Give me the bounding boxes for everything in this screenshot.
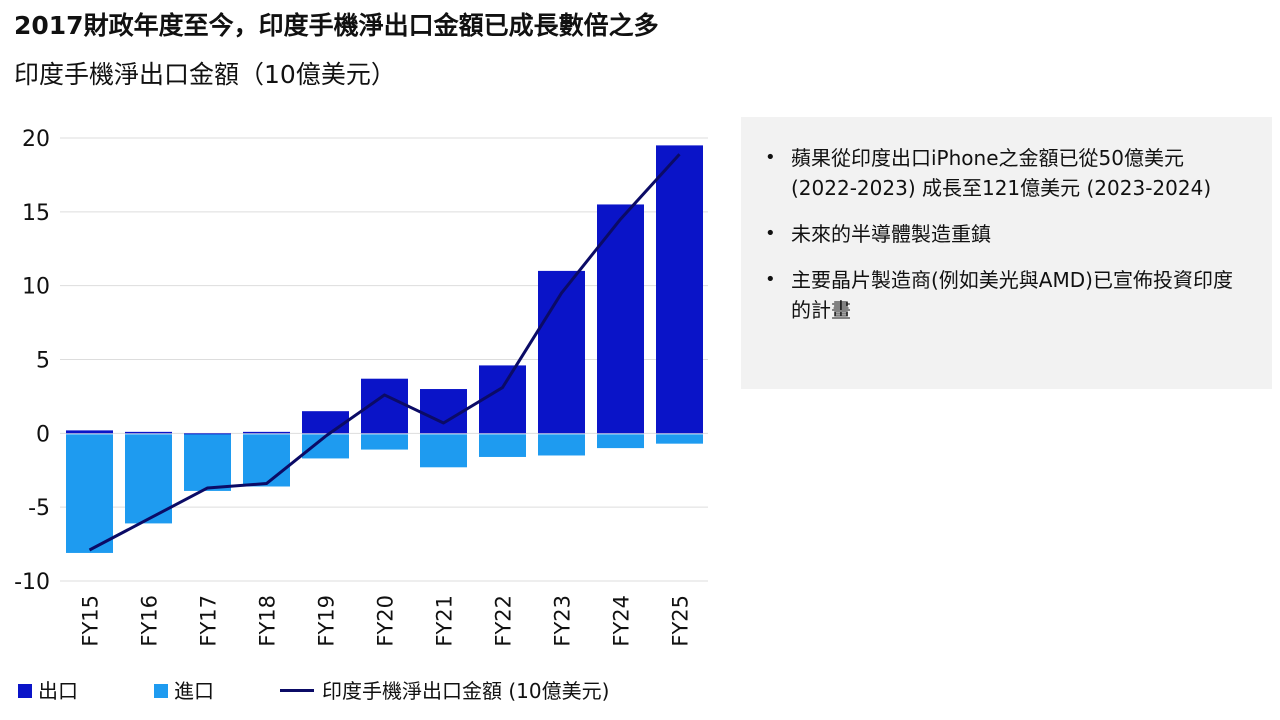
note-item-semiconductor: 未來的半導體製造重鎮 — [763, 219, 1243, 249]
import-bar — [361, 434, 408, 450]
chart-subtitle: 印度手機淨出口金額（10億美元） — [14, 60, 396, 89]
y-tick-label: 20 — [22, 127, 50, 152]
y-tick-label: -5 — [28, 496, 50, 521]
import-bar — [184, 434, 231, 491]
import-bar — [597, 434, 644, 449]
page-title: 2017財政年度至今，印度手機淨出口金額已成長數倍之多 — [14, 11, 659, 40]
y-tick-label: 15 — [22, 201, 50, 226]
x-tick-label: FY18 — [256, 595, 280, 647]
y-tick-label: -10 — [14, 570, 50, 595]
export-bar — [125, 431, 172, 434]
x-tick-label: FY16 — [138, 595, 162, 647]
export-bar — [66, 430, 113, 434]
x-tick-label: FY25 — [669, 595, 693, 647]
legend-net-swatch — [280, 689, 314, 692]
import-bar — [125, 434, 172, 524]
x-tick-label: FY21 — [433, 595, 457, 647]
note-item-chipmakers: 主要晶片製造商(例如美光與AMD)已宣佈投資印度的計畫 — [763, 265, 1243, 325]
x-tick-label: FY19 — [315, 595, 339, 647]
import-bar — [302, 434, 349, 459]
x-tick-label: FY22 — [492, 595, 516, 647]
export-bar — [420, 389, 467, 434]
export-bar — [538, 270, 585, 434]
import-bar — [243, 434, 290, 487]
legend-import: 進口 — [154, 676, 214, 706]
x-tick-label: FY17 — [197, 595, 221, 647]
import-bar — [656, 434, 703, 444]
notes-panel: 蘋果從印度出口iPhone之金額已從50億美元 (2022-2023) 成長至1… — [741, 117, 1272, 389]
x-tick-label: FY20 — [374, 595, 398, 647]
note-item-iphone: 蘋果從印度出口iPhone之金額已從50億美元 (2022-2023) 成長至1… — [763, 143, 1243, 203]
legend-export-swatch — [18, 683, 32, 698]
import-bar — [479, 434, 526, 457]
import-bar — [538, 434, 585, 456]
import-bar — [420, 434, 467, 468]
x-tick-label: FY23 — [551, 595, 575, 647]
x-tick-label: FY24 — [610, 595, 634, 647]
legend-export: 出口 — [18, 676, 78, 706]
legend-import-swatch — [154, 683, 168, 698]
legend-export-label: 出口 — [38, 679, 78, 703]
export-bar — [302, 411, 349, 434]
net-export-line — [88, 153, 681, 552]
export-bar — [243, 431, 290, 434]
export-bar — [656, 145, 703, 434]
legend-net-label: 印度手機淨出口金額 (10億美元) — [322, 679, 610, 703]
x-tick-label: FY15 — [79, 595, 103, 647]
export-bar — [597, 204, 644, 434]
legend-net: 印度手機淨出口金額 (10億美元) — [280, 676, 609, 706]
notes-list: 蘋果從印度出口iPhone之金額已從50億美元 (2022-2023) 成長至1… — [763, 143, 1243, 341]
legend-import-label: 進口 — [174, 679, 214, 703]
export-bar — [184, 433, 231, 435]
y-tick-label: 0 — [36, 422, 50, 447]
export-bar — [479, 365, 526, 434]
net-export-chart: 20 15 10 5 0 -5 -10 FY15 FY16 FY17 FY18 FY19 FY20 FY2… — [14, 127, 708, 647]
y-tick-label: 10 — [22, 275, 50, 300]
y-tick-label: 5 — [36, 349, 50, 374]
import-bar — [66, 434, 113, 553]
